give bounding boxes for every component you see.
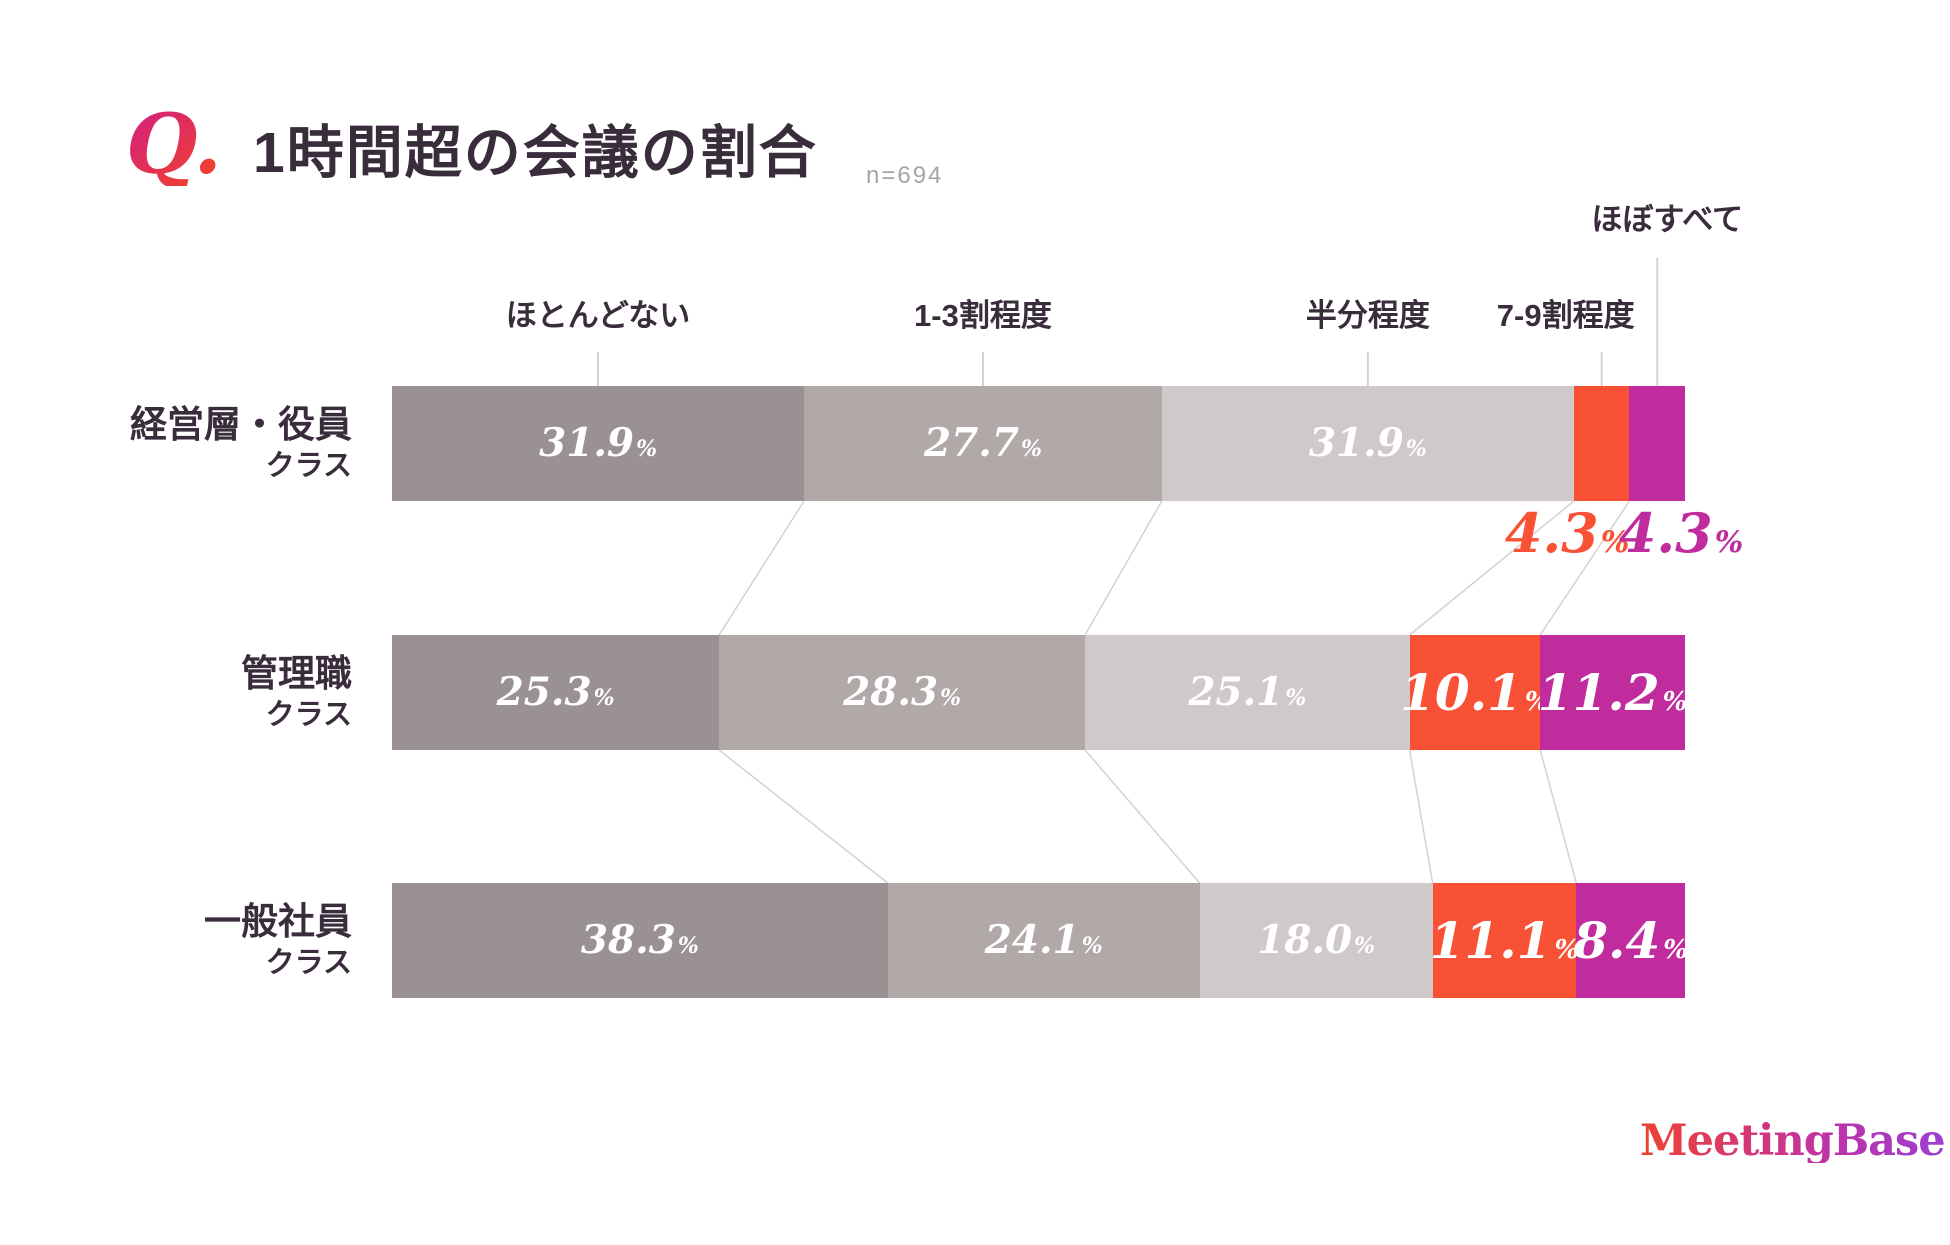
category-label-2: 半分程度 xyxy=(1305,298,1430,333)
guide-line xyxy=(718,500,805,636)
segment-value: 25.1% xyxy=(1188,673,1306,712)
guide-line xyxy=(1539,500,1631,636)
bar-segment-r0-c2: 31.9% xyxy=(1161,386,1574,501)
bar-segment-r0-c0: 31.9% xyxy=(392,386,805,501)
callout-percent: % xyxy=(1600,525,1630,560)
segment-value-number: 25.1 xyxy=(1188,669,1284,715)
segment-value: 28.3% xyxy=(843,673,961,712)
callout-number: 4.3 xyxy=(1618,501,1713,565)
row-label-line1: 経営層・役員 xyxy=(130,403,352,445)
bar-row-2: 38.3% 24.1% 18.0% 11.1% 8.4% xyxy=(392,883,1688,998)
category-label-0: ほとんどない xyxy=(505,298,691,333)
bar-segment-r2-c0: 38.3% xyxy=(392,883,888,998)
bar-segment-r2-c2: 18.0% xyxy=(1199,883,1433,998)
row-label-line2: クラス xyxy=(265,449,352,482)
bar-segment-r0-c4 xyxy=(1629,386,1685,501)
segment-value-percent: % xyxy=(1554,934,1580,965)
bar-segment-r2-c1: 24.1% xyxy=(887,883,1200,998)
segment-value-number: 31.9 xyxy=(539,420,635,466)
page-title: 1時間超の会議の割合 xyxy=(253,121,818,185)
row-label-0: 経営層・役員クラス xyxy=(0,386,352,501)
bar-segment-r1-c4: 11.2% xyxy=(1538,635,1688,750)
segment-value-number: 24.1 xyxy=(984,917,1080,963)
callout-value-0: 4.3% xyxy=(1505,506,1629,560)
row-label-line2: クラス xyxy=(265,946,352,979)
segment-value-number: 11.2 xyxy=(1537,662,1660,722)
segment-value: 38.3% xyxy=(581,921,699,960)
guide-line xyxy=(1084,749,1201,884)
segment-value: 24.1% xyxy=(985,921,1103,960)
brand-logo-text: MeetingBase xyxy=(1640,1116,1946,1166)
segment-value-percent: % xyxy=(677,933,699,959)
segment-value-percent: % xyxy=(636,436,657,462)
segment-value-number: 18.0 xyxy=(1257,917,1353,963)
bar-segment-r1-c3: 10.1% xyxy=(1400,635,1550,750)
segment-value-percent: % xyxy=(1663,934,1688,965)
segment-value: 11.1% xyxy=(1430,915,1580,966)
bar-segment-r2-c3: 11.1% xyxy=(1430,883,1580,998)
row-label-line1: 一般社員 xyxy=(204,900,352,942)
row-label-line1: 管理職 xyxy=(241,652,352,694)
segment-value-percent: % xyxy=(1405,436,1427,462)
segment-value-percent: % xyxy=(593,685,615,711)
q-mark: Q. xyxy=(126,97,222,193)
guide-line xyxy=(1409,500,1575,636)
segment-value: 31.9% xyxy=(539,424,657,463)
callout-percent: % xyxy=(1714,525,1744,560)
segment-value-number: 25.3 xyxy=(496,669,592,715)
brand-logo: MeetingBase ▲ xyxy=(1640,1120,1950,1163)
segment-value: 25.3% xyxy=(497,673,615,712)
segment-value: 10.1% xyxy=(1400,667,1550,718)
segment-value-number: 38.3 xyxy=(580,917,676,963)
segment-value-number: 27.7 xyxy=(923,420,1019,466)
bar-segment-r0-c1: 27.7% xyxy=(804,386,1162,501)
guide-line xyxy=(1408,749,1434,884)
segment-value-percent: % xyxy=(1285,685,1307,711)
category-label-3: 7-9割程度 xyxy=(1496,298,1635,333)
segment-value: 31.9% xyxy=(1309,424,1427,463)
bar-segment-r2-c4: 8.4% xyxy=(1573,883,1688,998)
segment-value-percent: % xyxy=(1020,436,1042,462)
segment-value: 27.7% xyxy=(924,424,1042,463)
guide-line xyxy=(1084,500,1163,636)
sample-size: n=694 xyxy=(866,162,944,189)
segment-value-number: 11.1 xyxy=(1429,910,1552,970)
bar-segment-r0-c3 xyxy=(1573,386,1630,501)
segment-value-number: 28.3 xyxy=(843,669,939,715)
guide-line xyxy=(1539,749,1578,884)
callout-value-1: 4.3% xyxy=(1619,506,1743,560)
segment-value-percent: % xyxy=(940,685,962,711)
bar-row-0: 31.9% 27.7% 31.9% xyxy=(392,386,1685,501)
row-label-line2: クラス xyxy=(265,698,352,731)
segment-value-percent: % xyxy=(1354,933,1376,959)
bar-segment-r1-c0: 25.3% xyxy=(392,635,720,750)
category-label-1: 1-3割程度 xyxy=(914,298,1052,333)
guide-line xyxy=(718,749,889,884)
segment-value-number: 8.4 xyxy=(1573,910,1661,970)
callout-number: 4.3 xyxy=(1504,501,1599,565)
segment-value-number: 31.9 xyxy=(1308,420,1404,466)
bar-segment-r1-c2: 25.1% xyxy=(1085,635,1410,750)
segment-value-percent: % xyxy=(1081,933,1103,959)
row-label-1: 管理職クラス xyxy=(0,635,352,750)
segment-value-percent: % xyxy=(1662,686,1688,717)
row-label-2: 一般社員クラス xyxy=(0,883,352,998)
segment-value: 18.0% xyxy=(1257,921,1375,960)
bar-segment-r1-c1: 28.3% xyxy=(719,635,1086,750)
segment-value-number: 10.1 xyxy=(1400,662,1522,722)
category-label-4: ほぼすべて xyxy=(1591,202,1744,237)
bar-row-1: 25.3% 28.3% 25.1% 10.1% 11.2% xyxy=(392,635,1688,750)
segment-value: 8.4% xyxy=(1573,915,1688,966)
segment-value: 11.2% xyxy=(1538,667,1688,718)
